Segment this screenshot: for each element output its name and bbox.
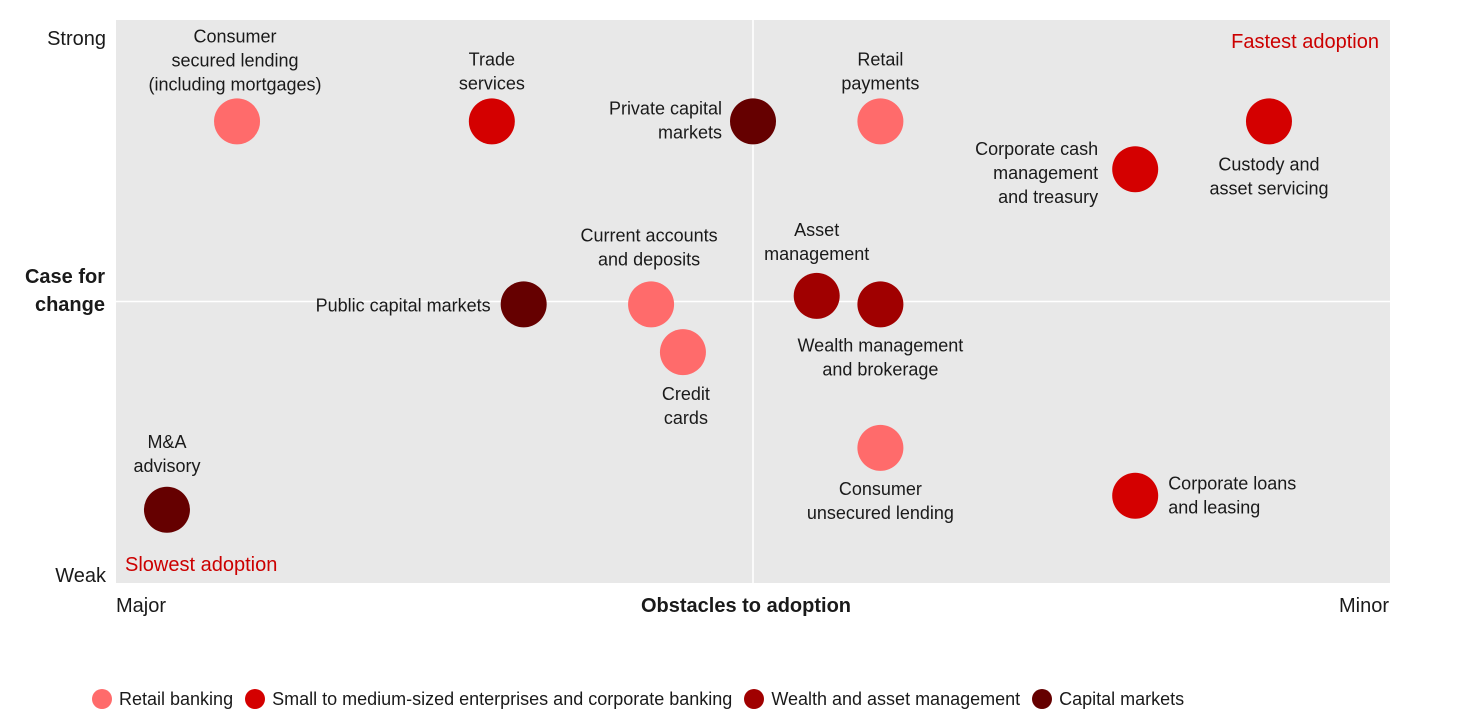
legend-item-wealth-and-asset-management: Wealth and asset management [744, 689, 1020, 710]
legend-label: Retail banking [119, 688, 234, 709]
label-retail-payments-line-2: payments [841, 73, 919, 93]
label-asset-management-line-1: Asset [794, 220, 839, 240]
point-corporate-cash-management-and-treasury [1112, 146, 1159, 193]
x-axis-low-label: Major [116, 595, 166, 617]
point-private-capital-markets [730, 98, 776, 145]
label-trade-services-line-1: Trade [469, 49, 515, 69]
legend-item-small-to-medium-sized-enterprises-and-corporate-banking: Small to medium-sized enterprises and co… [245, 689, 732, 710]
scatter-chart: Strong Weak Case for change Major Obstac… [25, 20, 1390, 617]
x-axis-title: Obstacles to adoption [641, 595, 851, 617]
point-custody-and-asset-servicing [1245, 98, 1292, 145]
point-consumer-secured-lending-including-mortgages [214, 98, 261, 145]
legend-label: Small to medium-sized enterprises and co… [272, 688, 733, 709]
label-consumer-unsecured-lending-line-1: Consumer [839, 479, 922, 499]
legend-swatch [245, 689, 266, 709]
point-wealth-management-and-brokerage [857, 281, 904, 328]
label-retail-payments-line-1: Retail [857, 49, 903, 69]
label-corporate-cash-management-and-treasury-line-2: management [993, 163, 1098, 183]
y-axis-high-label: Strong [47, 28, 106, 50]
legend-swatch [92, 689, 112, 709]
point-asset-management [793, 272, 840, 319]
fastest-adoption-annotation: Fastest adoption [1231, 31, 1379, 53]
label-corporate-cash-management-and-treasury-line-1: Corporate cash [975, 139, 1098, 159]
legend-swatch [1032, 689, 1053, 709]
label-current-accounts-and-deposits-line-1: Current accounts [581, 225, 718, 245]
label-wealth-management-and-brokerage-line-2: and brokerage [822, 359, 938, 379]
data-points [143, 98, 1292, 533]
legend-item-capital-markets: Capital markets [1032, 689, 1184, 710]
label-public-capital-markets-line-1: Public capital markets [316, 295, 491, 315]
point-labels: Consumer secured lending (including mortga… [133, 26, 1328, 523]
legend-label: Wealth and asset management [771, 688, 1021, 709]
label-trade-services-line-2: services [459, 73, 525, 93]
label-consumer-secured-lending-including-mortgages-line-1: Consumer [194, 26, 277, 46]
label-credit-cards-line-2: cards [664, 408, 708, 428]
label-wealth-management-and-brokerage-line-1: Wealth management [798, 335, 964, 355]
x-axis-high-label: Minor [1339, 595, 1389, 617]
label-asset-management-line-2: management [764, 244, 869, 264]
point-public-capital-markets [500, 281, 547, 328]
y-axis-title-line-2: change [35, 294, 105, 316]
label-consumer-secured-lending-including-mortgages-line-3: (including mortgages) [148, 74, 321, 94]
label-m-a-advisory-line-1: M&A [147, 432, 186, 452]
legend: Retail banking Small to medium-sized ente… [92, 687, 1184, 711]
label-private-capital-markets-line-2: markets [658, 122, 722, 142]
label-m-a-advisory-line-2: advisory [133, 456, 200, 476]
slowest-adoption-annotation: Slowest adoption [125, 554, 277, 576]
legend-swatch [744, 689, 765, 709]
label-custody-and-asset-servicing-line-2: asset servicing [1209, 178, 1328, 198]
label-corporate-loans-and-leasing-line-2: and leasing [1168, 498, 1260, 518]
legend-label: Capital markets [1059, 688, 1185, 709]
label-current-accounts-and-deposits-line-2: and deposits [598, 249, 700, 269]
label-corporate-loans-and-leasing-line-1: Corporate loans [1168, 474, 1296, 494]
point-current-accounts-and-deposits [628, 281, 675, 328]
label-consumer-secured-lending-including-mortgages-line-2: secured lending [171, 50, 298, 70]
label-corporate-cash-management-and-treasury-line-3: and treasury [998, 187, 1098, 207]
label-custody-and-asset-servicing-line-1: Custody and [1218, 154, 1319, 174]
point-m-a-advisory [143, 486, 190, 533]
y-axis-low-label: Weak [55, 565, 107, 587]
point-corporate-loans-and-leasing [1112, 472, 1159, 519]
label-credit-cards-line-1: Credit [662, 384, 710, 404]
point-consumer-unsecured-lending [857, 424, 904, 471]
y-axis-title-line-1: Case for [25, 266, 105, 288]
label-private-capital-markets-line-1: Private capital [609, 98, 722, 118]
point-retail-payments [857, 98, 904, 145]
point-credit-cards [659, 329, 706, 376]
legend-item-retail-banking: Retail banking [92, 689, 233, 710]
label-consumer-unsecured-lending-line-2: unsecured lending [807, 503, 954, 523]
point-trade-services [468, 98, 515, 145]
